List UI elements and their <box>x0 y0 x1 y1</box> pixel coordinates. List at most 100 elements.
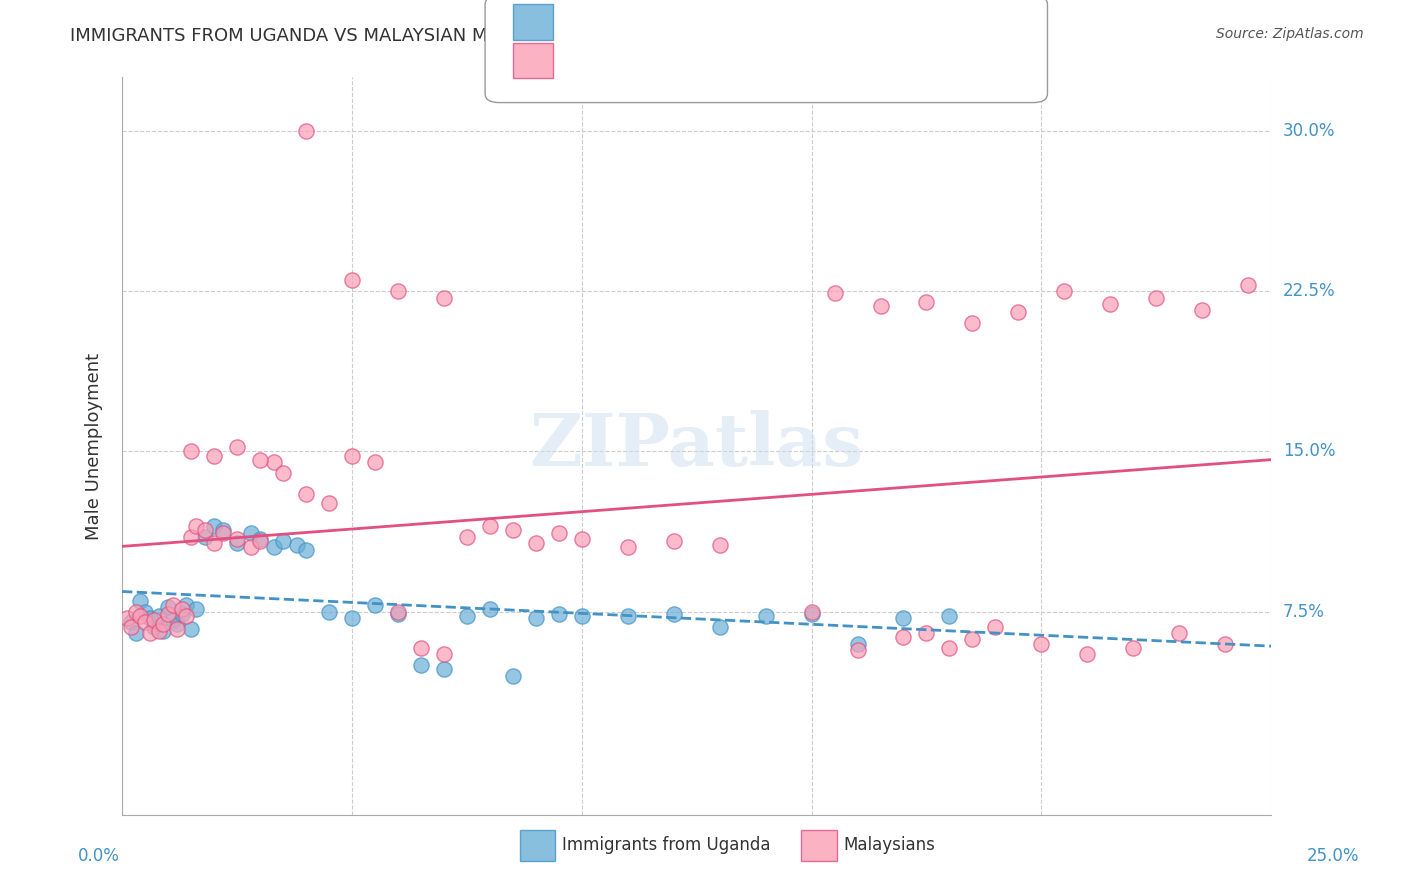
Malaysians <box>318 495 340 509</box>
Malaysians <box>1076 648 1098 662</box>
Immigrants from Uganda <box>502 668 524 682</box>
Malaysians <box>170 602 193 616</box>
Immigrants from Uganda <box>285 538 308 552</box>
Immigrants from Uganda <box>800 607 823 621</box>
Malaysians <box>157 607 180 621</box>
Malaysians <box>915 626 938 640</box>
Malaysians <box>129 608 152 623</box>
Immigrants from Uganda <box>938 608 960 623</box>
Text: IMMIGRANTS FROM UGANDA VS MALAYSIAN MALE UNEMPLOYMENT CORRELATION CHART: IMMIGRANTS FROM UGANDA VS MALAYSIAN MALE… <box>70 27 877 45</box>
Immigrants from Uganda <box>226 536 249 550</box>
Immigrants from Uganda <box>166 617 188 632</box>
Malaysians <box>226 532 249 546</box>
Malaysians <box>295 487 318 501</box>
Malaysians <box>180 530 202 544</box>
Malaysians <box>1099 297 1122 311</box>
Immigrants from Uganda <box>134 605 156 619</box>
Immigrants from Uganda <box>148 608 170 623</box>
Malaysians <box>387 605 409 619</box>
Malaysians <box>433 648 456 662</box>
Malaysians <box>1168 626 1191 640</box>
Immigrants from Uganda <box>433 662 456 676</box>
Immigrants from Uganda <box>263 541 285 555</box>
Immigrants from Uganda <box>162 613 184 627</box>
Malaysians <box>364 455 387 469</box>
Text: Immigrants from Uganda: Immigrants from Uganda <box>562 836 770 854</box>
Immigrants from Uganda <box>662 607 685 621</box>
Text: 15.0%: 15.0% <box>1282 442 1336 460</box>
Immigrants from Uganda <box>616 608 638 623</box>
Malaysians <box>547 525 569 540</box>
Immigrants from Uganda <box>295 542 318 557</box>
Immigrants from Uganda <box>138 611 160 625</box>
Immigrants from Uganda <box>755 608 778 623</box>
Immigrants from Uganda <box>152 624 174 638</box>
Immigrants from Uganda <box>176 598 198 612</box>
Immigrants from Uganda <box>239 525 262 540</box>
Malaysians <box>239 541 262 555</box>
Immigrants from Uganda <box>318 605 340 619</box>
Malaysians <box>1031 637 1053 651</box>
Malaysians <box>433 291 456 305</box>
Text: R = 0.018: R = 0.018 <box>565 11 664 29</box>
Malaysians <box>184 519 207 533</box>
Malaysians <box>962 632 984 647</box>
Text: Source: ZipAtlas.com: Source: ZipAtlas.com <box>1216 27 1364 41</box>
Malaysians <box>387 284 409 298</box>
Immigrants from Uganda <box>364 598 387 612</box>
Text: R = 0.421: R = 0.421 <box>565 51 664 69</box>
Malaysians <box>120 619 142 633</box>
Malaysians <box>1237 277 1260 292</box>
Malaysians <box>571 532 593 546</box>
Malaysians <box>846 643 869 657</box>
Immigrants from Uganda <box>547 607 569 621</box>
Malaysians <box>226 440 249 454</box>
Malaysians <box>340 273 363 287</box>
Malaysians <box>709 538 731 552</box>
Malaysians <box>938 640 960 655</box>
Malaysians <box>176 608 198 623</box>
Malaysians <box>456 530 478 544</box>
Malaysians <box>984 619 1007 633</box>
Malaysians <box>125 605 148 619</box>
Immigrants from Uganda <box>180 622 202 636</box>
Immigrants from Uganda <box>184 602 207 616</box>
Malaysians <box>524 536 547 550</box>
Immigrants from Uganda <box>143 619 166 633</box>
Immigrants from Uganda <box>456 608 478 623</box>
Malaysians <box>1122 640 1144 655</box>
Immigrants from Uganda <box>202 519 225 533</box>
Malaysians <box>800 605 823 619</box>
Malaysians <box>271 466 294 480</box>
Malaysians <box>962 316 984 330</box>
Immigrants from Uganda <box>129 594 152 608</box>
Malaysians <box>115 611 138 625</box>
Malaysians <box>478 519 501 533</box>
Malaysians <box>134 615 156 630</box>
Malaysians <box>138 626 160 640</box>
Malaysians <box>202 536 225 550</box>
Immigrants from Uganda <box>249 532 271 546</box>
Malaysians <box>893 630 915 644</box>
Malaysians <box>202 449 225 463</box>
Malaysians <box>869 299 891 313</box>
Malaysians <box>180 444 202 458</box>
Malaysians <box>1053 284 1076 298</box>
Malaysians <box>915 294 938 309</box>
Malaysians <box>409 640 432 655</box>
Malaysians <box>616 541 638 555</box>
Malaysians <box>152 617 174 632</box>
Immigrants from Uganda <box>387 607 409 621</box>
Immigrants from Uganda <box>409 658 432 673</box>
Immigrants from Uganda <box>212 524 235 538</box>
Malaysians <box>162 598 184 612</box>
Text: 0.0%: 0.0% <box>77 847 120 865</box>
Malaysians <box>143 613 166 627</box>
Malaysians <box>263 455 285 469</box>
Malaysians <box>502 524 524 538</box>
Y-axis label: Male Unemployment: Male Unemployment <box>86 352 103 540</box>
Immigrants from Uganda <box>846 637 869 651</box>
Malaysians <box>662 534 685 549</box>
Malaysians <box>1213 637 1236 651</box>
Malaysians <box>1144 291 1167 305</box>
